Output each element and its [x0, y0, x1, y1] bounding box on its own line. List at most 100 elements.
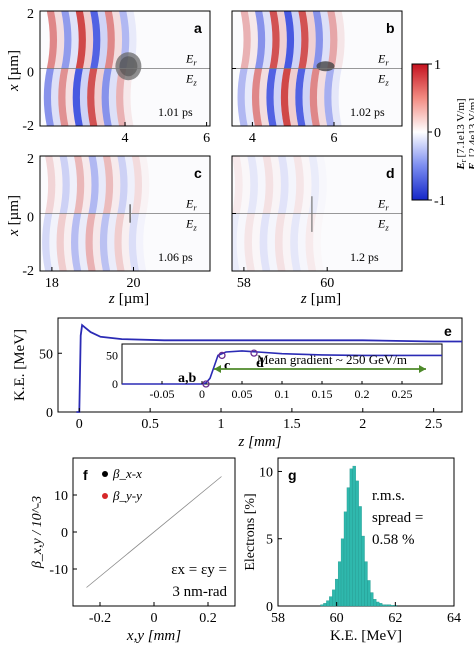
y-axis-var: x [6, 229, 22, 237]
ez-label: Ez [377, 72, 389, 88]
field-stripe [117, 156, 128, 214]
ez-label-sub: z [384, 223, 389, 233]
field-stripes [232, 156, 320, 271]
x-axis-title: K.E. [MeV] [330, 628, 402, 644]
x-tick-label: 0 [151, 611, 158, 626]
field-stripe-faint [63, 213, 74, 271]
field-stripe-faint [288, 68, 299, 126]
histogram-bar [346, 487, 351, 607]
field-stripe [254, 11, 266, 69]
field-stripe-faint [262, 11, 273, 69]
gradient-arrow-head-left [214, 365, 221, 373]
field-stripe-faint [276, 11, 287, 69]
histogram-bar [373, 599, 377, 607]
x-tick-label: 4 [249, 131, 256, 146]
ez-label-main: E [377, 72, 386, 86]
field-stripe-faint [110, 156, 121, 214]
panel-letter: e [444, 323, 452, 339]
inset-x-tick-label: 0.2 [355, 387, 370, 401]
field-stripe-faint [95, 156, 106, 214]
inset-x-tick-label: 0.1 [275, 387, 290, 401]
spread-annotation: spread = [372, 510, 423, 526]
field-stripe-faint [121, 213, 132, 271]
field-stripe-faint [52, 156, 63, 214]
er-label-sub: r [193, 58, 197, 68]
x-axis-unit: [µm] [311, 291, 341, 307]
panel-letter: f [83, 467, 88, 483]
inset-x-tick-label: 0.15 [312, 387, 333, 401]
field-stripe [247, 156, 258, 214]
ez-label: Ez [185, 217, 197, 233]
field-stripe [259, 213, 271, 271]
er-label-sub: r [385, 58, 389, 68]
ke-curve [76, 323, 462, 413]
field-stripe [101, 68, 112, 126]
inset-x-tick-label: -0.05 [150, 387, 175, 401]
y-tick-label: 0 [266, 600, 273, 615]
time-label: 1.02 ps [350, 105, 385, 119]
panel-f: -0.2 0 0.2 10 0 -10 β_x,y / 10^-3 x,y [mm] f β_x-… [30, 457, 236, 644]
y-axis-title: x [µm] [6, 50, 22, 92]
field-stripe-faint [78, 213, 89, 271]
field-stripe-faint [68, 11, 79, 69]
field-stripe [277, 156, 289, 214]
er-label: Er [185, 197, 197, 213]
x-axis-var: z [108, 291, 115, 307]
colorbar: 10-1Er[7.1e13 V/m]Ez[2.4e13 V/m] [411, 58, 474, 209]
field-stripe-faint [97, 11, 108, 69]
histogram-bar [376, 601, 380, 607]
er-label-sub: r [193, 203, 197, 213]
field-stripe [232, 156, 243, 214]
field-stripe-faint [259, 68, 270, 126]
field-stripe-faint [124, 156, 135, 214]
er-label-main: E [185, 52, 194, 66]
colorbar-label-z-sub: z [471, 159, 474, 163]
y-tick-label: 0 [27, 211, 34, 226]
x-tick-label: 64 [447, 611, 461, 626]
x-axis-var: z [300, 291, 307, 307]
field-stripe-faint [49, 213, 60, 271]
field-stripe [251, 68, 263, 126]
field-stripe [42, 213, 53, 271]
colorbar-tick-label: 0 [434, 126, 441, 141]
field-stripe-faint [319, 11, 331, 69]
histogram-bar [326, 600, 330, 607]
x-tick-label: 18 [45, 276, 59, 291]
x-tick-label: 1 [218, 417, 225, 432]
y-axis-var: x [6, 84, 22, 92]
colorbar-label-r: Er [7.1e13 V/m] [455, 98, 468, 170]
field-stripe [283, 11, 295, 69]
histogram-bar [358, 506, 362, 607]
field-stripe [74, 156, 85, 214]
field-stripe [262, 156, 274, 214]
field-stripe [90, 11, 101, 69]
inset-x-tick-label: 0.25 [392, 387, 413, 401]
colorbar-label-r-var: E [455, 162, 467, 170]
ez-label-main: E [377, 217, 386, 231]
colorbar-label-z-var: E [467, 163, 474, 171]
inset-y-tick-label: 0 [112, 377, 118, 391]
field-stripe-faint [331, 68, 342, 126]
y-axis-title: β_x,y / 10^-3 [30, 496, 45, 569]
y-axis-unit: [µm] [6, 195, 22, 225]
histogram-bar [352, 465, 356, 607]
x-tick-label: 58 [271, 611, 285, 626]
field-stripe [43, 68, 55, 126]
field-stripe [88, 156, 99, 214]
histogram-bar [335, 578, 339, 607]
y-tick-label: 0 [46, 406, 53, 421]
x-tick-label: 60 [330, 611, 344, 626]
field-stripe [293, 156, 304, 214]
histogram-bar [320, 604, 324, 607]
field-stripe [56, 213, 67, 271]
panel-e: 0 0.5 1 1.5 2 2.5 0 50 K.E. [MeV] z [mm] e -0.05 0 0.… [12, 317, 463, 450]
field-stripe [269, 11, 280, 69]
inset-y-tick-label: 50 [106, 348, 118, 362]
field-stripe [45, 156, 56, 214]
field-stripe-faint [136, 213, 147, 271]
panel-e-frame [57, 317, 463, 413]
